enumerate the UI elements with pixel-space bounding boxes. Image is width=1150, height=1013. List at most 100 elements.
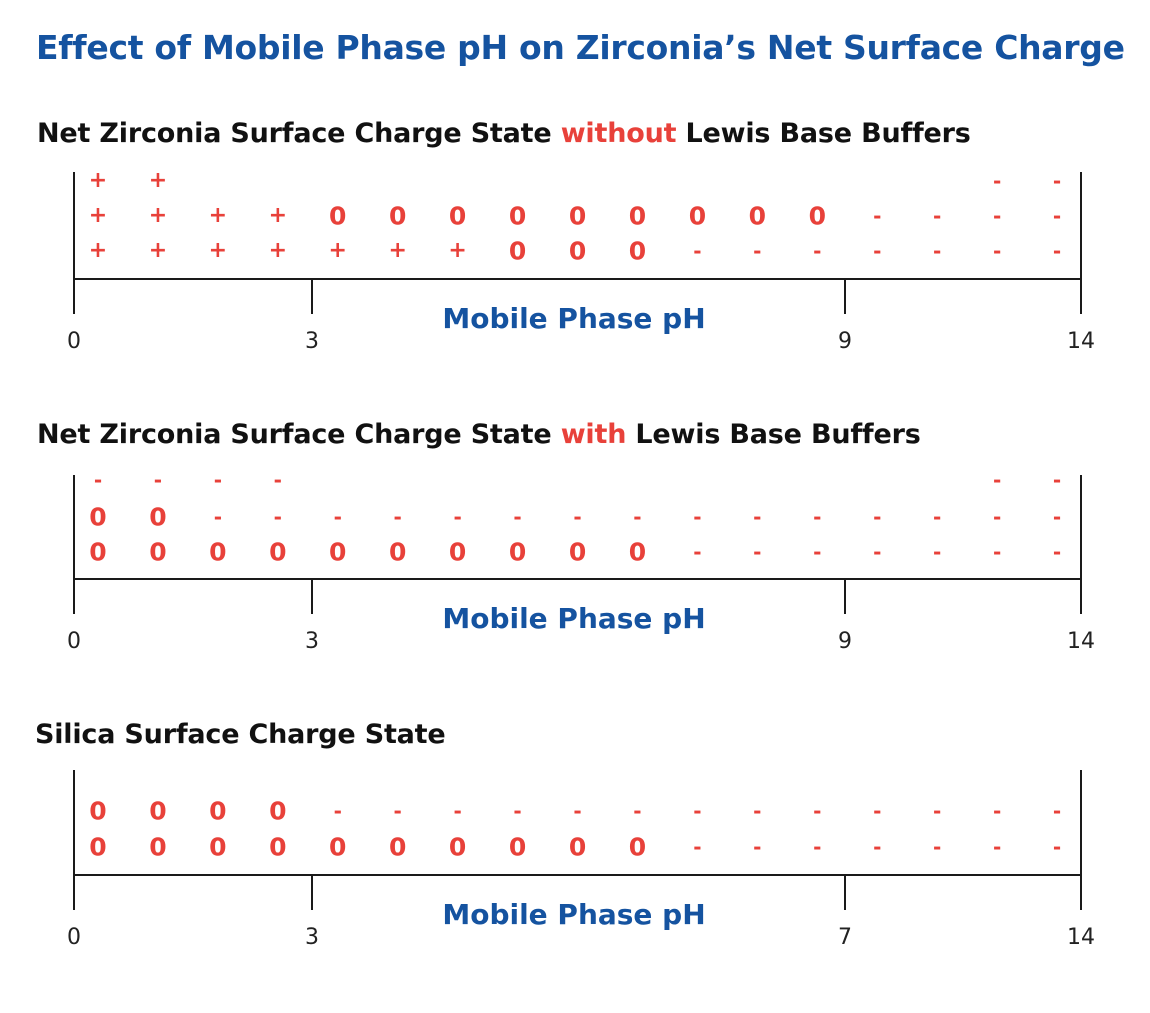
axis-label: Mobile Phase pH: [442, 302, 706, 335]
charge-zero-symbol: 0: [508, 832, 527, 862]
charge-plus-symbol: +: [88, 238, 108, 263]
charge-zero-symbol: 0: [508, 201, 527, 231]
charge-panel-with-buffers: 0 3 9 14 Mobile Phase pH - - - - - - 0 0 - - - - - - - - - - - -…: [0, 470, 1150, 660]
charge-minus-symbol: -: [813, 540, 822, 564]
panel-right-border: [1080, 475, 1082, 579]
tick-label-0: 0: [67, 629, 81, 654]
charge-minus-symbol: -: [1052, 239, 1062, 263]
charge-zero-symbol: 0: [628, 832, 647, 862]
charge-plus-symbol: +: [208, 238, 228, 263]
charge-minus-symbol: -: [753, 835, 762, 859]
charge-zero-symbol: 0: [568, 832, 587, 862]
axis-label: Mobile Phase pH: [442, 898, 706, 931]
charge-zero-symbol: 0: [149, 832, 167, 862]
charge-minus-symbol: -: [633, 505, 642, 529]
axis-label: Mobile Phase pH: [442, 602, 706, 635]
charge-zero-symbol: 0: [388, 201, 407, 231]
tick-label-3: 3: [305, 925, 319, 950]
charge-minus-symbol: -: [992, 835, 1002, 859]
charge-panel-without-buffers: 0 3 9 14 Mobile Phase pH + + - - + + + +0 0 0 0 0 0 0 0 0 - - -…: [0, 170, 1150, 360]
charge-minus-symbol: -: [753, 799, 762, 823]
charge-zero-symbol: 0: [89, 832, 107, 862]
tick-label-14: 14: [1067, 629, 1095, 654]
tick-label-9: 9: [838, 629, 852, 654]
charge-zero-symbol: 0: [448, 201, 467, 231]
charge-zero-symbol: 0: [568, 236, 587, 266]
charge-plus-symbol: +: [328, 238, 347, 263]
charge-zero-symbol: 0: [329, 832, 347, 862]
ph-axis-line: [74, 874, 1081, 876]
charge-minus-symbol: -: [992, 204, 1002, 228]
charge-zero-symbol: 0: [209, 537, 227, 567]
charge-minus-symbol: -: [1052, 540, 1062, 564]
panel-3-title: Silica Surface Charge State: [35, 719, 446, 750]
charge-zero-symbol: 0: [508, 236, 527, 266]
tick-label-14: 14: [1067, 329, 1095, 354]
charge-plus-symbol: +: [268, 238, 288, 263]
main-title: Effect of Mobile Phase pH on Zirconia’s …: [36, 28, 1125, 67]
charge-minus-symbol: -: [573, 799, 582, 823]
panel-right-border: [1080, 172, 1082, 279]
axis-tick-9: [844, 278, 846, 314]
charge-minus-symbol: -: [213, 505, 223, 529]
charge-zero-symbol: 0: [209, 796, 227, 826]
charge-minus-symbol: -: [753, 239, 762, 263]
charge-minus-symbol: -: [273, 468, 282, 492]
axis-tick-3: [311, 578, 313, 614]
charge-minus-symbol: -: [513, 799, 522, 823]
charge-zero-symbol: 0: [269, 832, 287, 862]
charge-zero-symbol: 0: [89, 537, 107, 567]
charge-minus-symbol: -: [933, 540, 942, 564]
panel-left-border: [73, 770, 75, 875]
panel-2-title-end: Lewis Base Buffers: [626, 419, 921, 450]
charge-minus-symbol: -: [813, 505, 822, 529]
panel-1-title-highlight: without: [560, 118, 677, 149]
charge-zero-symbol: 0: [688, 201, 707, 231]
panel-left-border: [73, 172, 75, 279]
charge-zero-symbol: 0: [89, 796, 107, 826]
tick-label-3: 3: [305, 329, 319, 354]
charge-minus-symbol: -: [992, 540, 1002, 564]
charge-minus-symbol: -: [453, 799, 462, 823]
charge-zero-symbol: 0: [388, 832, 407, 862]
charge-minus-symbol: -: [873, 799, 882, 823]
charge-plus-symbol: +: [148, 168, 168, 193]
axis-tick-7: [844, 874, 846, 910]
charge-zero-symbol: 0: [89, 502, 107, 532]
charge-zero-symbol: 0: [448, 832, 467, 862]
axis-tick-0: [73, 578, 75, 614]
charge-minus-symbol: -: [813, 799, 822, 823]
panel-left-border: [73, 475, 75, 579]
charge-zero-symbol: 0: [568, 201, 587, 231]
charge-minus-symbol: -: [213, 468, 223, 492]
charge-minus-symbol: -: [992, 468, 1002, 492]
panel-1-title: Net Zirconia Surface Charge State withou…: [37, 118, 971, 149]
panel-2-title-highlight: with: [560, 419, 627, 450]
ph-axis-line: [74, 578, 1081, 580]
charge-minus-symbol: -: [153, 468, 163, 492]
panel-2-title-start: Net Zirconia Surface Charge State: [37, 419, 561, 450]
charge-minus-symbol: -: [393, 799, 402, 823]
charge-minus-symbol: -: [992, 169, 1002, 193]
panel-1-title-start: Net Zirconia Surface Charge State: [37, 118, 561, 149]
charge-zero-symbol: 0: [628, 537, 647, 567]
charge-minus-symbol: -: [873, 505, 882, 529]
charge-minus-symbol: -: [333, 799, 342, 823]
axis-tick-3: [311, 874, 313, 910]
charge-zero-symbol: 0: [448, 537, 467, 567]
charge-minus-symbol: -: [693, 835, 702, 859]
tick-label-0: 0: [67, 925, 81, 950]
charge-minus-symbol: -: [93, 468, 103, 492]
tick-label-7: 7: [838, 925, 852, 950]
charge-plus-symbol: +: [208, 203, 228, 228]
charge-minus-symbol: -: [933, 204, 942, 228]
charge-minus-symbol: -: [693, 799, 702, 823]
charge-zero-symbol: 0: [209, 832, 227, 862]
charge-zero-symbol: 0: [748, 201, 767, 231]
charge-minus-symbol: -: [873, 204, 882, 228]
charge-plus-symbol: +: [448, 238, 467, 263]
charge-minus-symbol: -: [513, 505, 522, 529]
charge-minus-symbol: -: [1052, 204, 1062, 228]
charge-minus-symbol: -: [1052, 505, 1062, 529]
charge-minus-symbol: -: [693, 540, 702, 564]
